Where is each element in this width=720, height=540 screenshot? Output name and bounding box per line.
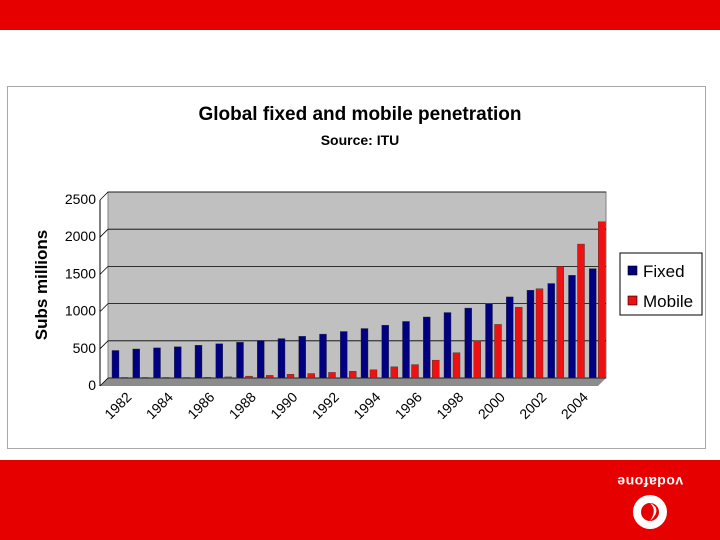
- x-tick-label: 2000: [475, 389, 508, 422]
- vodafone-speechmark-icon: [633, 495, 667, 529]
- y-axis-label: Subs millions: [32, 230, 51, 341]
- bar-fixed: [298, 336, 306, 379]
- bar-fixed: [423, 316, 431, 379]
- y-tick-label: 1500: [65, 265, 96, 281]
- bar-mobile: [245, 375, 253, 379]
- bar-fixed: [132, 348, 140, 379]
- bar-fixed: [360, 328, 369, 379]
- bar-fixed: [194, 345, 203, 379]
- bar-fixed: [506, 296, 514, 379]
- legend-label-mobile: Mobile: [643, 292, 693, 311]
- x-tick-label: 1988: [226, 389, 259, 422]
- x-tick-label: 1990: [267, 389, 300, 422]
- bar-mobile: [535, 288, 544, 379]
- bar-mobile: [411, 364, 419, 379]
- bar-fixed: [215, 343, 223, 379]
- bar-fixed: [174, 346, 182, 379]
- x-tick-label: 2002: [516, 389, 549, 422]
- bar-fixed: [236, 342, 244, 379]
- bar-fixed: [319, 333, 327, 379]
- bar-fixed: [277, 338, 286, 379]
- bar-fixed: [589, 268, 597, 379]
- chart-subtitle: Source: ITU: [321, 132, 400, 148]
- bar-fixed: [402, 321, 410, 379]
- gridline-depth: [99, 303, 109, 312]
- bar-mobile: [369, 369, 378, 379]
- bar-mobile: [183, 377, 191, 378]
- bar-fixed: [340, 331, 348, 379]
- x-tick-label: 1984: [143, 389, 176, 422]
- y-tick-label: 2000: [65, 228, 96, 244]
- chart-title: Global fixed and mobile penetration: [198, 104, 521, 125]
- x-tick-label: 2004: [558, 389, 591, 422]
- y-tick-label: 500: [73, 340, 97, 356]
- chart-frame: Global fixed and mobile penetration Sour…: [7, 86, 706, 449]
- x-tick-label: 1982: [101, 389, 134, 422]
- bar-mobile: [556, 266, 564, 379]
- bar-mobile: [286, 374, 295, 379]
- bar-mobile: [328, 372, 336, 379]
- y-tick-label: 0: [88, 377, 96, 393]
- bar-mobile: [598, 221, 606, 379]
- bar-mobile: [432, 359, 440, 379]
- y-tick-label: 2500: [65, 191, 96, 207]
- x-tick-label: 1994: [350, 389, 383, 422]
- bar-fixed: [381, 324, 389, 379]
- bar-mobile: [307, 373, 315, 379]
- bar-mobile: [390, 366, 398, 379]
- legend-swatch-fixed: [627, 265, 638, 276]
- bar-fixed: [153, 347, 161, 379]
- x-tick-label: 1998: [433, 389, 466, 422]
- bar-mobile: [577, 243, 585, 379]
- x-tick-label: 1986: [184, 389, 217, 422]
- bar-fixed: [257, 340, 265, 379]
- gridline-depth: [99, 191, 109, 201]
- bar-fixed: [111, 350, 120, 379]
- chart: Global fixed and mobile penetration Sour…: [32, 104, 703, 422]
- bar-mobile: [266, 375, 274, 379]
- plot-floor: [100, 378, 606, 386]
- bar-fixed: [464, 307, 472, 379]
- bar-mobile: [162, 377, 170, 378]
- bar-fixed: [443, 312, 452, 379]
- y-tick-label: 1000: [65, 303, 96, 319]
- gridline-depth: [99, 228, 109, 238]
- gridline-depth: [99, 266, 109, 275]
- bar-fixed: [485, 303, 493, 379]
- bar-fixed: [526, 290, 535, 379]
- bar-fixed: [568, 275, 576, 379]
- brand-logo: vodafone: [610, 474, 690, 534]
- bar-mobile: [452, 352, 461, 379]
- bar-mobile: [515, 307, 523, 379]
- legend-swatch-mobile: [627, 295, 638, 306]
- gridline-depth: [99, 377, 109, 387]
- x-tick-label: 1996: [392, 389, 425, 422]
- gridline-depth: [99, 340, 109, 350]
- plot-background: [107, 191, 607, 379]
- bar-mobile: [203, 377, 212, 379]
- bar-mobile: [473, 340, 481, 379]
- bar-mobile: [224, 376, 232, 379]
- x-tick-label: 1992: [309, 389, 342, 422]
- legend-label-fixed: Fixed: [643, 262, 685, 281]
- bar-mobile: [141, 377, 149, 378]
- bar-mobile: [121, 377, 128, 378]
- bottom-red-band: [0, 460, 720, 540]
- brand-wordmark: vodafone: [616, 474, 684, 490]
- top-red-band: [0, 0, 720, 30]
- bar-mobile: [349, 371, 357, 379]
- bar-mobile: [494, 324, 502, 379]
- bar-fixed: [547, 283, 555, 379]
